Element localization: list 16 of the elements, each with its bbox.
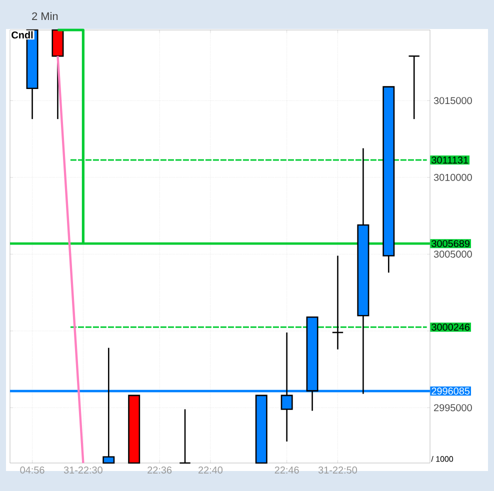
y-tick-label: 3010000 — [434, 174, 472, 181]
y-tick-label: 3005000 — [434, 250, 472, 258]
x-tick-label: 04:56 — [20, 466, 44, 474]
ref-line-label: 3000246 — [432, 324, 470, 331]
x-tick-label: 22:36 — [148, 466, 172, 474]
ref-line-label: 3005689 — [432, 240, 470, 248]
y-tick-label: 3015000 — [434, 97, 472, 104]
x-tick-label: 31-22:30 — [64, 466, 102, 474]
ref-line-label: 3011131 — [432, 156, 468, 164]
x-tick-label: 22:46 — [274, 466, 299, 474]
x-tick-label: 31-22:50 — [318, 466, 358, 474]
chart-title: 2 Min — [32, 12, 58, 20]
y-tick-label: 2995000 — [434, 404, 472, 412]
annotation: Cndl — [12, 31, 33, 39]
x-tick-label: 22:40 — [198, 466, 223, 474]
ref-line-label: 2996085 — [432, 388, 470, 395]
